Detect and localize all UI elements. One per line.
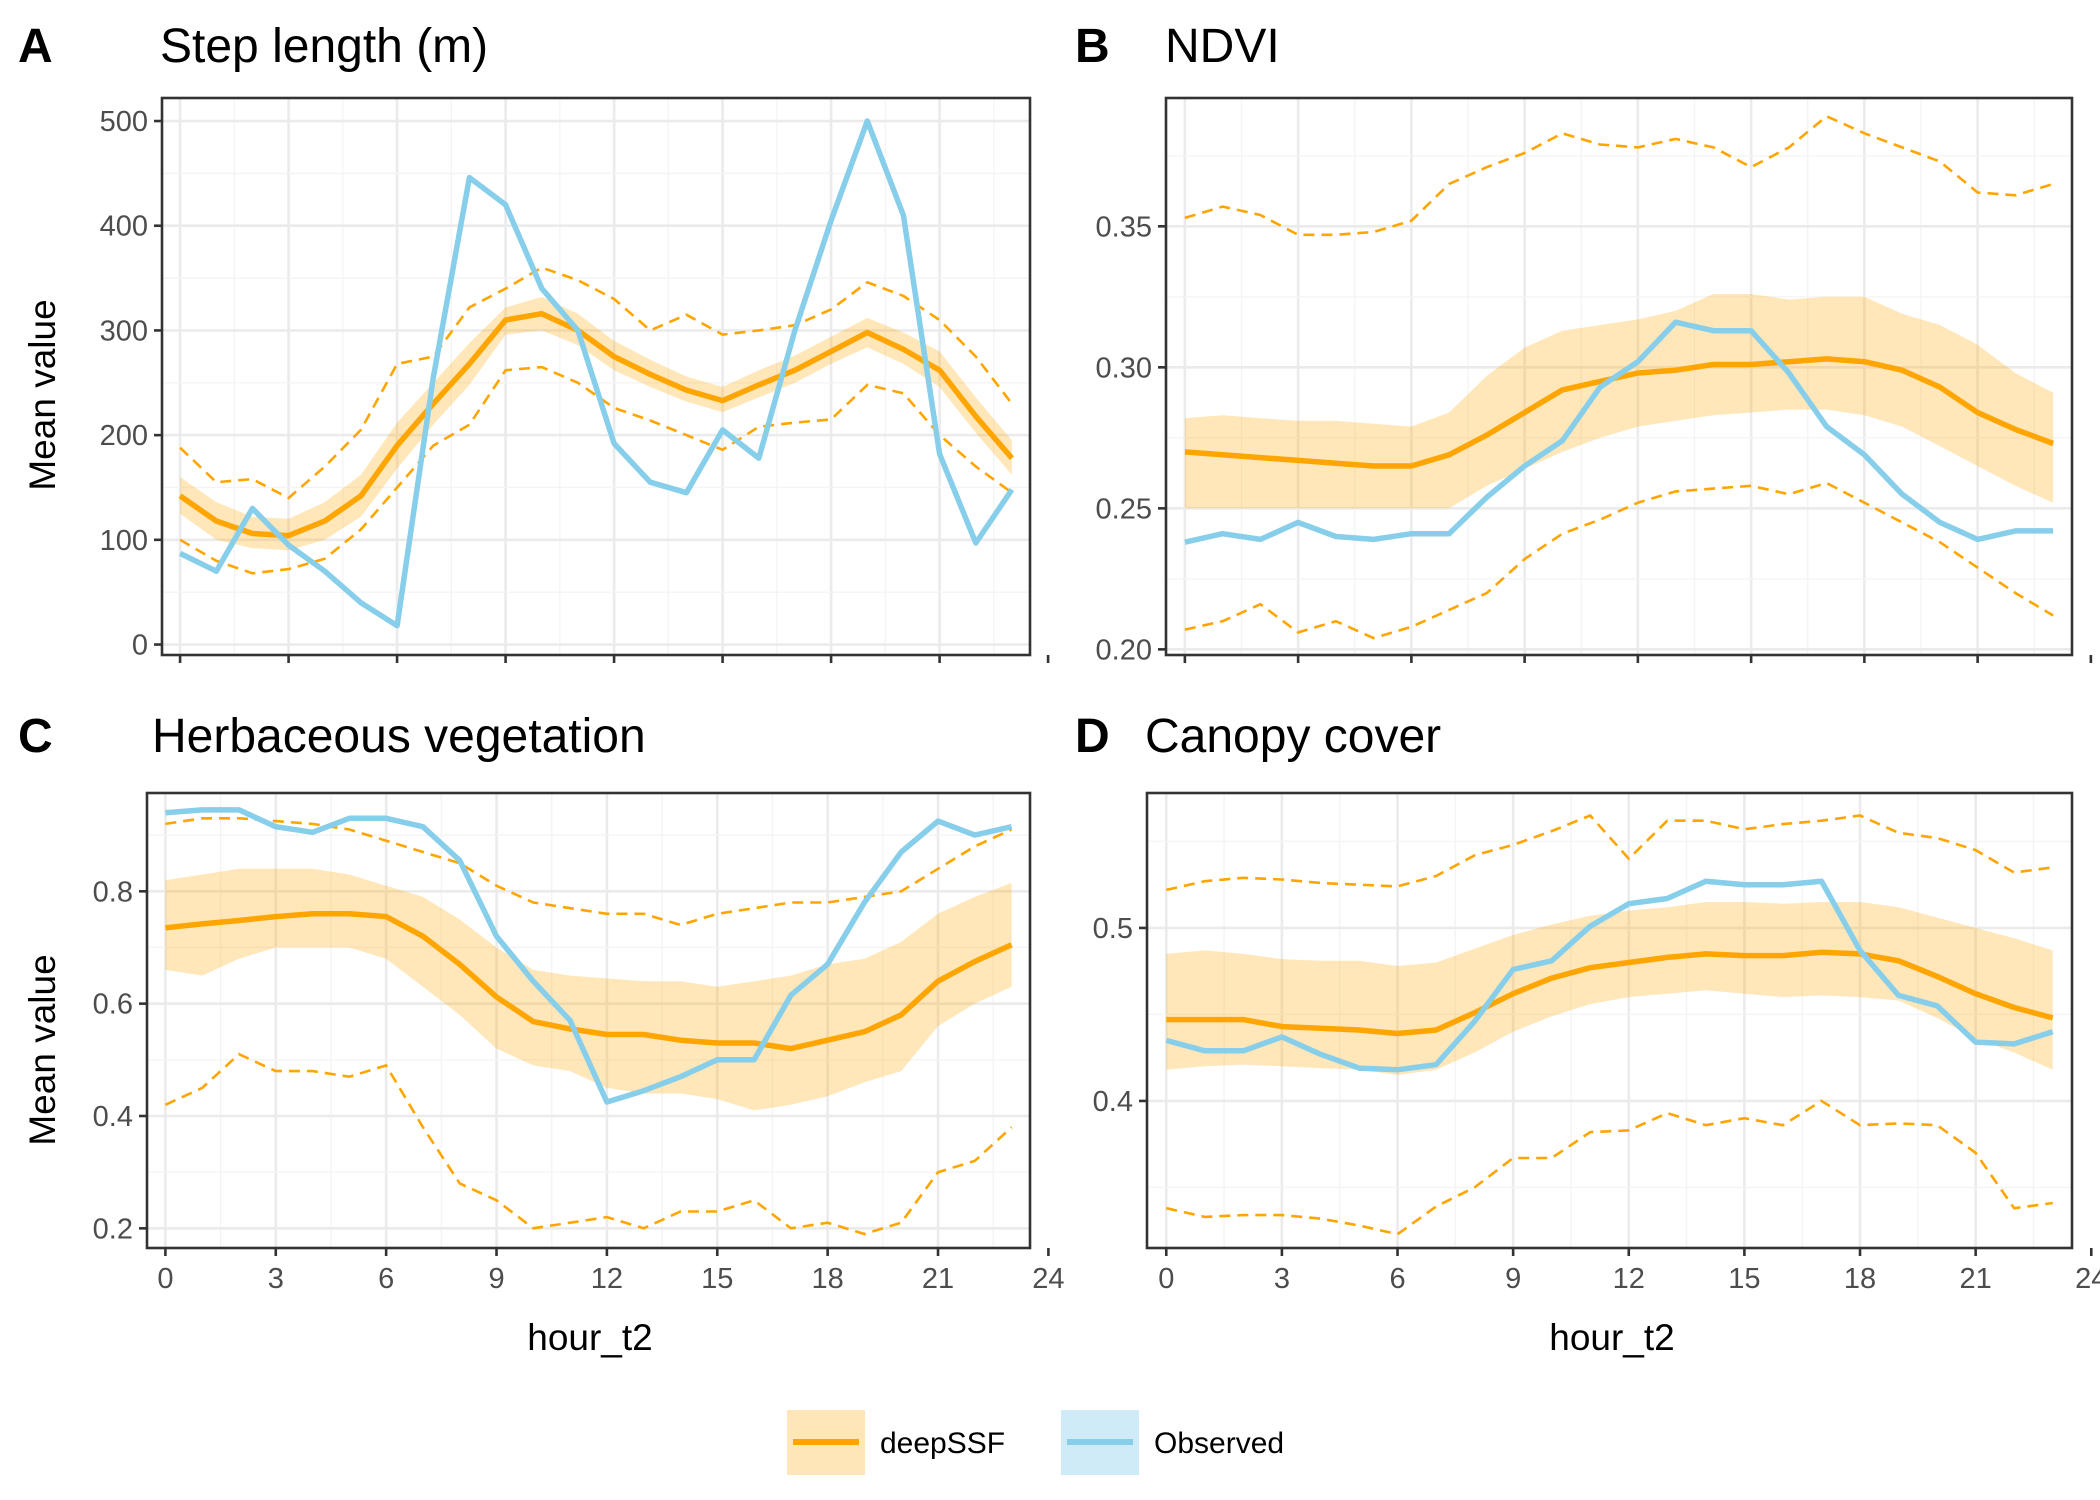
panel-border (145, 791, 1032, 1250)
x-tick-label: 24 (1032, 1263, 1064, 1295)
deepssf-interval-lower (1184, 481, 2054, 640)
y-tick-label: 0.25 (1096, 493, 1152, 525)
panel-letter-b: B (1075, 20, 1110, 73)
y-axis-title-bottom: Mean value (22, 954, 63, 1145)
panel-letter-a: A (18, 20, 53, 73)
deepssf-band (1184, 294, 2054, 509)
grid (1147, 793, 2072, 1248)
x-tick-label: 0 (1158, 1263, 1174, 1295)
y-tick-label: 0.20 (1096, 634, 1152, 666)
x-axis-title-left: hour_t2 (527, 1317, 653, 1358)
observed-line (1184, 319, 2054, 545)
plot-area-a: 0 100 200 300 400 500 (100, 96, 1050, 663)
panel-letter-c: C (18, 710, 53, 763)
y-tick-label: 0.35 (1096, 211, 1152, 243)
deepssf-interval-upper (1184, 114, 2054, 237)
deepssf-band (180, 296, 1012, 551)
y-tick-label: 400 (100, 211, 148, 243)
plot-area-b: 0.20 0.25 0.30 0.35 (1096, 96, 2093, 666)
observed-line (1165, 878, 2054, 1073)
x-tick-label: 9 (488, 1263, 504, 1295)
panel-a: A Step length (m) 0 100 200 300 400 500 (18, 20, 1050, 663)
x-tick-label: 21 (922, 1263, 954, 1295)
y-tick-label: 0.4 (1093, 1086, 1133, 1118)
x-tick-label: 9 (1505, 1263, 1521, 1295)
y-tick-label: 0.4 (93, 1101, 133, 1133)
y-tick-label: 0 (132, 630, 148, 662)
panel-b: B NDVI 0.20 0.25 0.30 0.35 (1075, 20, 2093, 666)
x-axis-title-right: hour_t2 (1549, 1317, 1675, 1358)
panel-border (160, 96, 1032, 657)
legend: deepSSF Observed (787, 1410, 1284, 1475)
x-tick-label: 0 (157, 1263, 173, 1295)
panel-title-d: Canopy cover (1145, 710, 1441, 763)
x-tick-label: 12 (1613, 1263, 1645, 1295)
x-tick-label: 3 (1274, 1263, 1290, 1295)
deepssf-interval-lower (164, 1052, 1013, 1236)
x-tick-label: 3 (268, 1263, 284, 1295)
panel-c: C Herbaceous vegetation 0 3 6 9 12 15 18 21 24 0.… (18, 710, 1065, 1295)
y-tick-label: 0.6 (93, 989, 133, 1021)
deepssf-interval-upper (1166, 813, 2053, 892)
y-tick-label: 500 (100, 106, 148, 138)
deepssf-interval-lower (179, 365, 1013, 575)
plot-area-c: 0 3 6 9 12 15 18 21 24 0.2 0.4 0.6 0.8 (93, 791, 1065, 1295)
deepssf-interval-lower (1166, 1099, 2053, 1236)
y-tick-label: 0.30 (1096, 352, 1152, 384)
deepssf-mean-line (1166, 949, 2054, 1037)
plot-area-d: 0 3 6 9 12 15 18 21 24 0.4 0.5 (1093, 791, 2100, 1295)
x-tick-label: 24 (2075, 1263, 2100, 1295)
y-tick-label: 200 (100, 420, 148, 452)
panel-title-b: NDVI (1165, 20, 1280, 73)
y-tick-label: 0.8 (93, 876, 133, 908)
deepssf-mean-line (178, 310, 1014, 539)
x-tick-label: 12 (591, 1263, 623, 1295)
x-tick-label: 21 (1960, 1263, 1992, 1295)
x-tick-label: 15 (701, 1263, 733, 1295)
y-tick-label: 300 (100, 315, 148, 347)
observed-line (178, 118, 1015, 629)
grid (147, 793, 1030, 1248)
panel-border (1145, 791, 2074, 1250)
deepssf-interval-upper (179, 266, 1013, 500)
legend-label-deepssf: deepSSF (880, 1427, 1005, 1460)
panel-border (1164, 96, 2074, 657)
x-tick-label: 6 (378, 1263, 394, 1295)
legend-label-observed: Observed (1154, 1427, 1284, 1460)
panel-title-c: Herbaceous vegetation (152, 710, 646, 763)
x-tick-label: 18 (1844, 1263, 1876, 1295)
panel-title-a: Step length (m) (160, 20, 488, 73)
panel-letter-d: D (1075, 710, 1110, 763)
x-tick-label: 18 (812, 1263, 844, 1295)
y-axis-title-top: Mean value (22, 299, 63, 490)
y-tick-label: 100 (100, 525, 148, 557)
panel-d: D Canopy cover 0 3 6 9 12 15 18 21 24 0.4 0.5 (1075, 710, 2100, 1295)
x-tick-label: 6 (1389, 1263, 1405, 1295)
y-tick-label: 0.5 (1093, 913, 1133, 945)
x-tick-label: 15 (1728, 1263, 1760, 1295)
observed-line (165, 807, 1013, 1105)
deepssf-band (165, 868, 1012, 1111)
deepssf-mean-line (165, 911, 1013, 1052)
y-tick-label: 0.2 (93, 1213, 133, 1245)
grid (162, 98, 1030, 655)
